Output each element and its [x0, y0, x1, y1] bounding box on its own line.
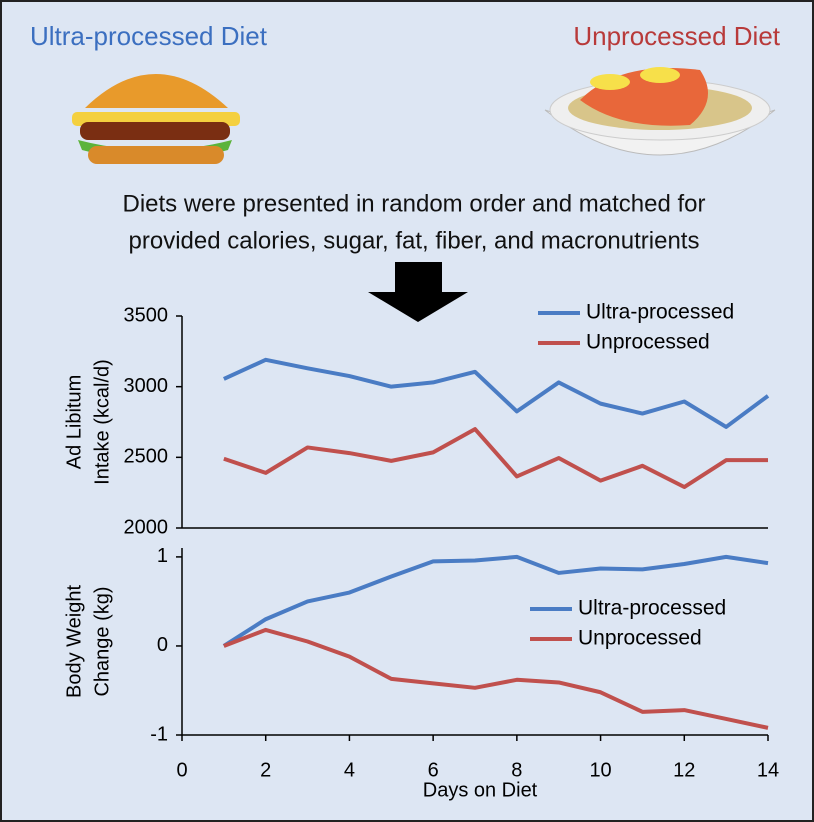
down-arrow: [368, 262, 468, 322]
x-tick-label: 8: [511, 759, 522, 781]
series-line: [223, 357, 770, 429]
y-tick-label: 1: [157, 545, 168, 567]
x-tick-label: 2: [260, 759, 271, 781]
x-tick-label: 0: [176, 759, 187, 781]
y-tick-label: 0: [157, 634, 168, 656]
y-tick-label: 3000: [124, 375, 169, 397]
y-tick-label: -1: [150, 723, 168, 745]
y-axis-label: Change (kg): [91, 586, 113, 696]
y-tick-label: 2000: [124, 516, 169, 538]
burger-icon: [72, 74, 240, 164]
x-tick-label: 4: [344, 759, 355, 781]
y-axis-label: Ad Libitum: [63, 375, 85, 470]
right-title: Unprocessed Diet: [573, 21, 780, 51]
plate-icon: [544, 67, 776, 156]
legend-label: Unprocessed: [586, 331, 710, 354]
y-tick-label: 3500: [124, 304, 169, 326]
x-tick-label: 6: [428, 759, 439, 781]
y-axis-label: Intake (kcal/d): [91, 359, 113, 485]
series-line: [223, 627, 769, 730]
series-line: [222, 554, 769, 648]
legend-label: Ultra-processed: [586, 301, 734, 324]
x-tick-label: 10: [589, 759, 611, 781]
legend-label: Ultra-processed: [578, 597, 726, 620]
description-line: provided calories, sugar, fat, fiber, an…: [129, 227, 700, 254]
x-tick-label: 12: [673, 759, 695, 781]
x-tick-label: 14: [757, 759, 779, 781]
x-axis-label: Days on Diet: [423, 779, 538, 801]
left-title: Ultra-processed Diet: [30, 21, 268, 51]
y-axis-label: Body Weight: [63, 585, 85, 698]
description-line: Diets were presented in random order and…: [123, 190, 706, 217]
y-tick-label: 2500: [124, 446, 169, 468]
series-line: [223, 427, 768, 490]
legend-label: Unprocessed: [578, 627, 702, 650]
